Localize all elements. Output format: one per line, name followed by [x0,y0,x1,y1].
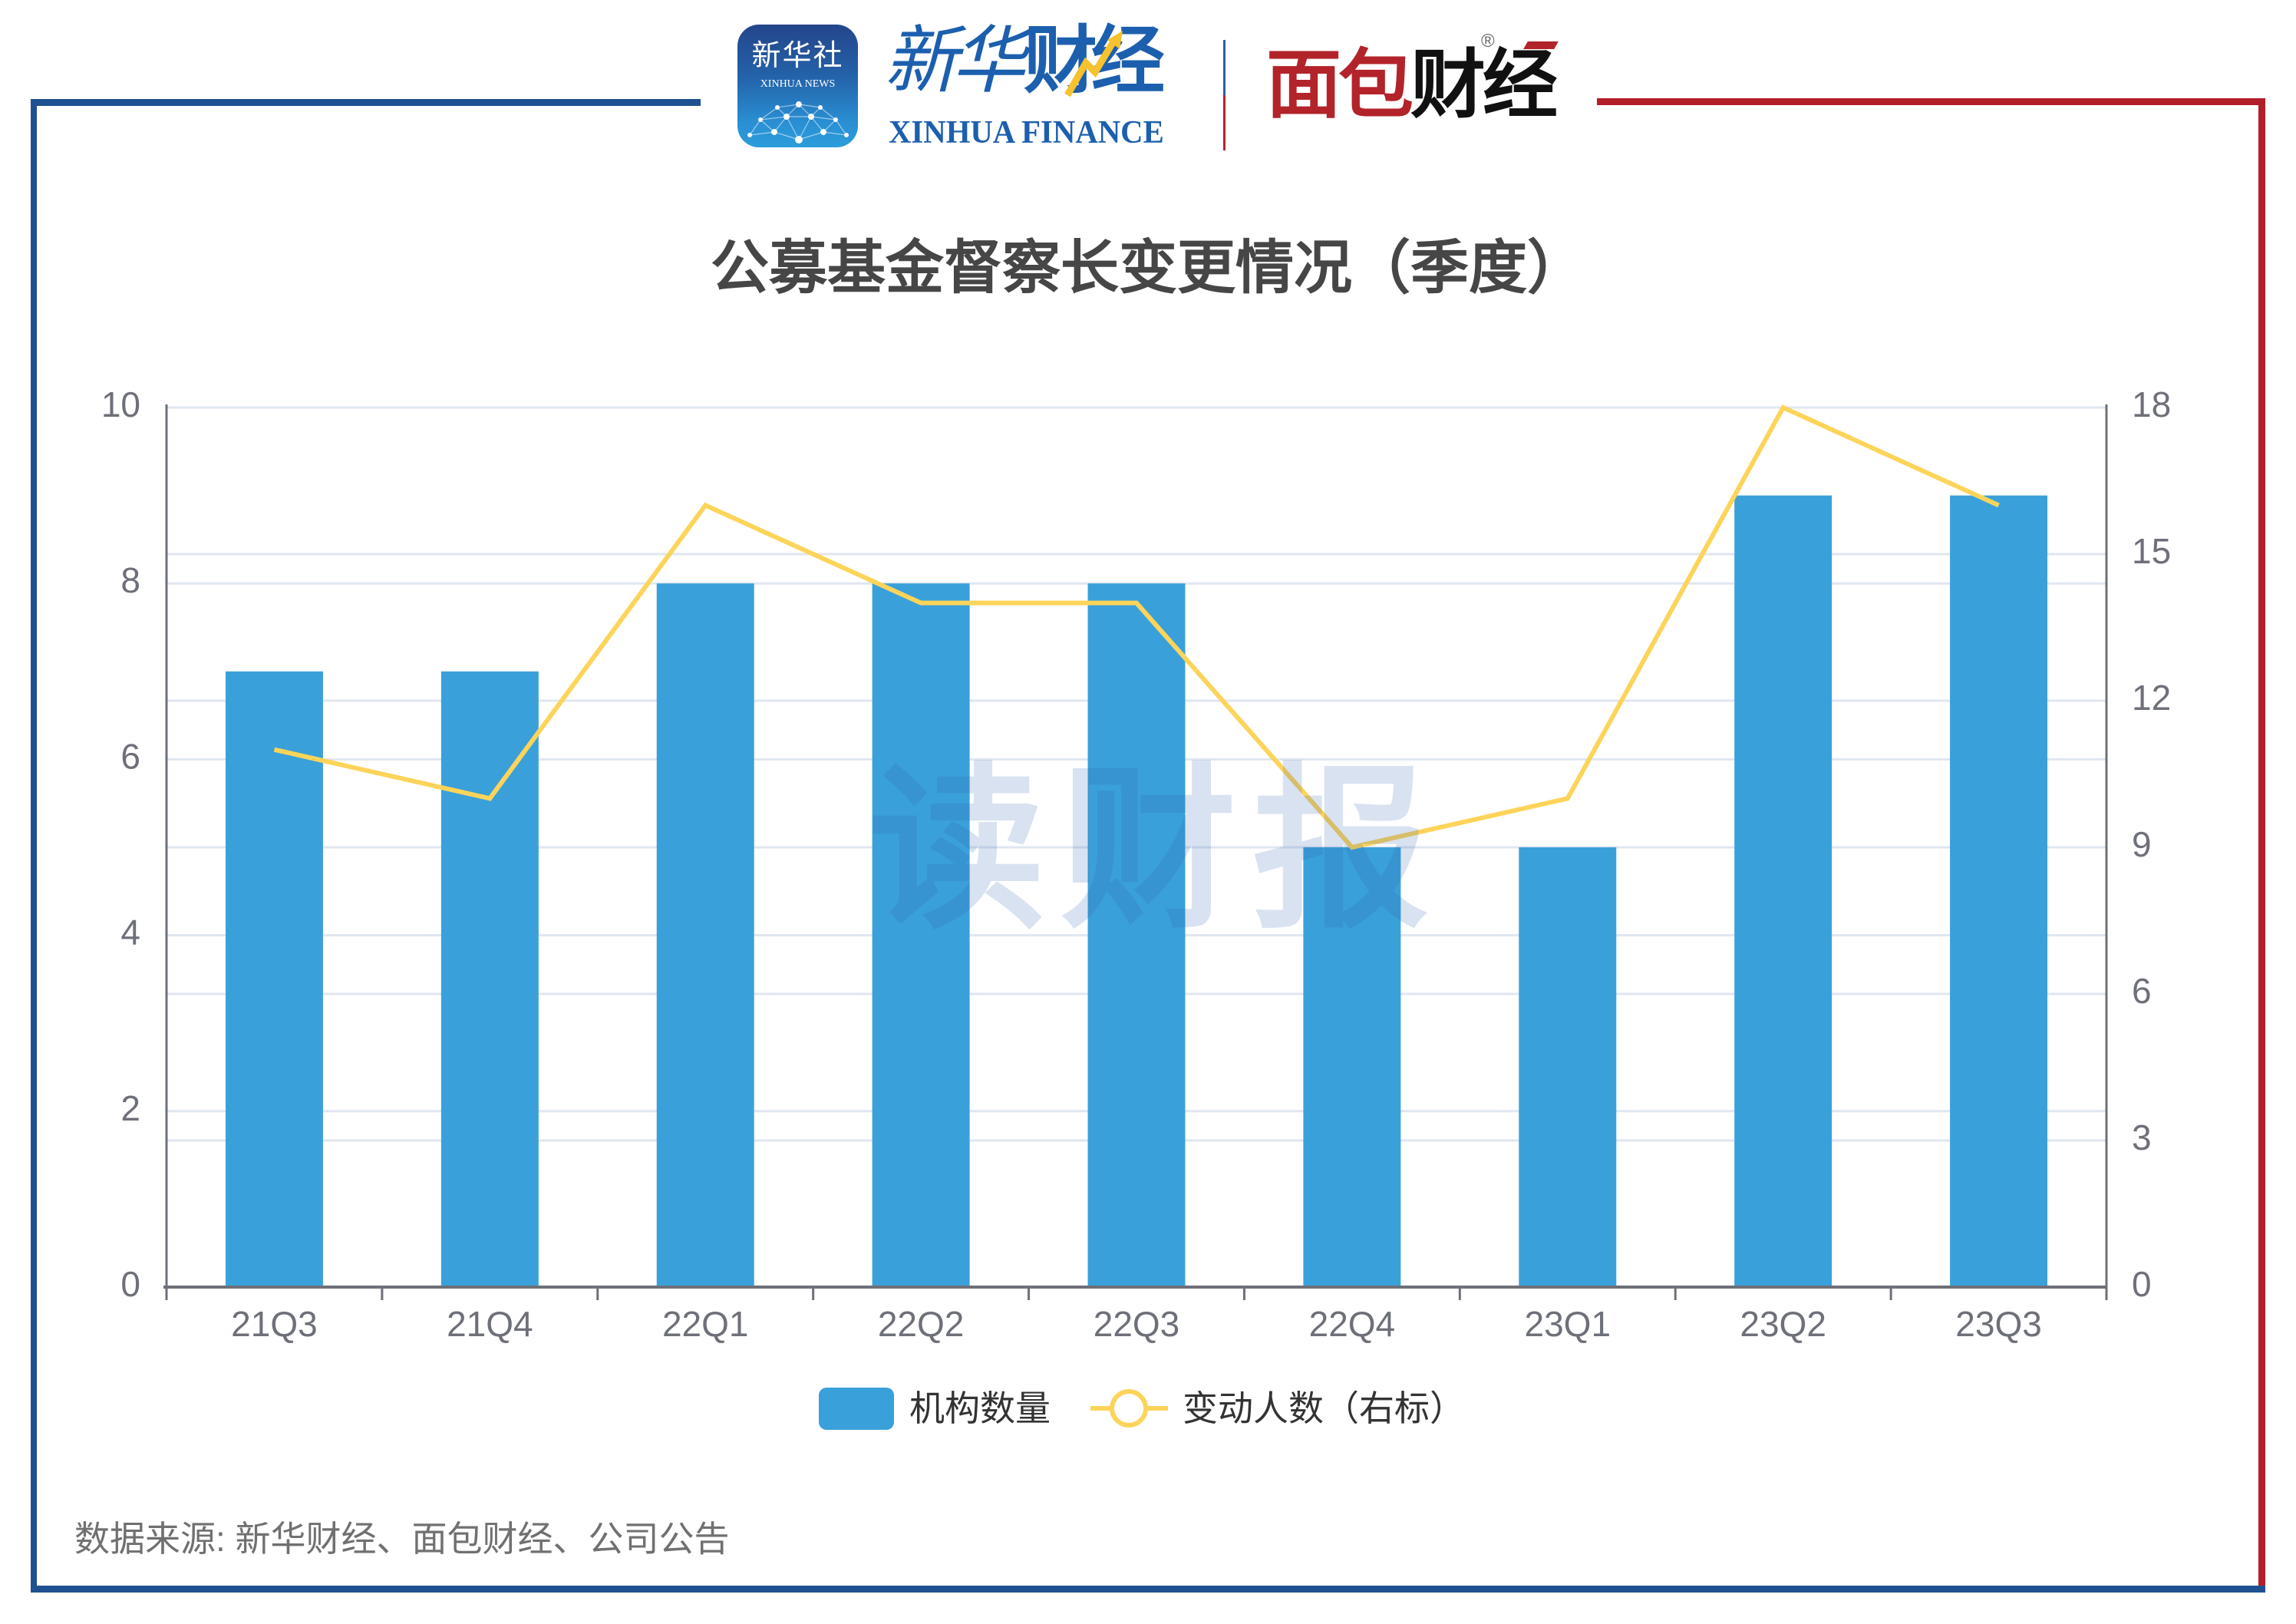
x-axis-label: 23Q1 [1525,1304,1611,1344]
y-axis-right-label: 12 [2132,678,2171,718]
mianbao-finance-logo: 面包财经 [1266,35,1558,134]
bar [1950,495,2048,1287]
xinhua-news-logo-en: XINHUA NEWS [760,78,836,90]
y-axis-left-label: 2 [120,1088,140,1128]
legend-item-institution-count[interactable]: 机构数量 [819,1381,1051,1435]
xinhua-news-logo-cn: 新华社 [751,40,844,72]
rising-arrow-stroke [1064,39,1117,97]
y-axis-left-label: 8 [120,560,140,600]
mianbao-finance-logo-red: 面包 [1266,42,1414,127]
y-axis-right-label: 15 [2132,531,2171,571]
x-axis-label: 21Q4 [447,1304,533,1344]
legend-label: 变动人数（右标） [1183,1388,1465,1428]
y-axis-right-label: 3 [2132,1117,2152,1157]
chart-title: 公募基金督察长变更情况（季度） [711,236,1585,301]
y-axis-left-label: 4 [120,913,140,952]
bar-series [225,495,2048,1287]
rising-arrow-icon [1064,31,1123,97]
x-axis-label: 21Q3 [231,1304,318,1344]
bar-swatch-icon [819,1387,894,1430]
network-mesh-dots [747,101,849,144]
legend-line-circle [1110,1389,1148,1428]
bar [1519,847,1617,1287]
bar [1087,583,1186,1287]
x-axis-label: 23Q3 [1955,1304,2042,1344]
line-circle-icon [1090,1389,1168,1428]
y-axis-right-label: 6 [2132,971,2152,1011]
registered-trademark-icon: ® [1481,31,1495,51]
bar [1303,847,1401,1287]
frame-top-right-line [1597,98,2265,105]
frame-left-border [31,99,37,1593]
x-axis-label: 22Q2 [878,1304,965,1344]
bar [225,671,323,1287]
xinhua-news-logo: 新华社 XINHUA NEWS [737,25,858,147]
bar [656,583,754,1287]
y-axis-right-label: 0 [2132,1264,2152,1304]
bar [872,583,970,1287]
x-axis-label: 22Q3 [1094,1304,1180,1344]
data-source-note: 数据来源: 新华财经、面包财经、公司公告 [74,1519,730,1559]
legend-item-personnel-changes[interactable]: 变动人数（右标） [1090,1381,1465,1435]
xinhua-finance-logo-xinhua: 新华 [884,18,1025,104]
y-axis-left-label: 10 [101,385,140,424]
bar [440,671,539,1287]
x-axis-label: 23Q2 [1740,1304,1826,1344]
line-series [273,404,2000,850]
y-axis-left-label: 6 [120,736,140,776]
network-mesh-icon [747,101,849,144]
legend-label: 机构数量 [909,1388,1051,1428]
axis-labels: 0 2 4 6 8 10 0 3 6 9 12 15 18 21Q3 21Q4 22Q1 22Q2 22Q3 22Q… [101,385,2171,1344]
frame-top-left-line [31,99,701,106]
xinhua-finance-logo-caijing: 财经 [1024,20,1165,102]
x-axis-label: 22Q1 [662,1304,749,1344]
xinhua-finance-logo-en: XINHUA FINANCE [889,115,1164,150]
axes [163,404,2108,1300]
frame-right-border [2258,98,2265,1586]
mianbao-finance-logo-black: 财经 [1410,42,1558,127]
y-axis-left-label: 0 [120,1264,140,1304]
watermark: 读财报 [869,751,1444,949]
x-axis-label: 22Q4 [1309,1304,1396,1344]
rising-arrow-head [1107,31,1123,49]
xinhua-finance-logo: 新华财经 [884,11,1165,111]
logo-divider [1223,40,1226,150]
frame-bottom-border [31,1586,2265,1593]
y-axis-right-label: 9 [2132,824,2152,864]
bar [1734,495,1833,1287]
y-axis-right-label: 18 [2132,385,2171,424]
